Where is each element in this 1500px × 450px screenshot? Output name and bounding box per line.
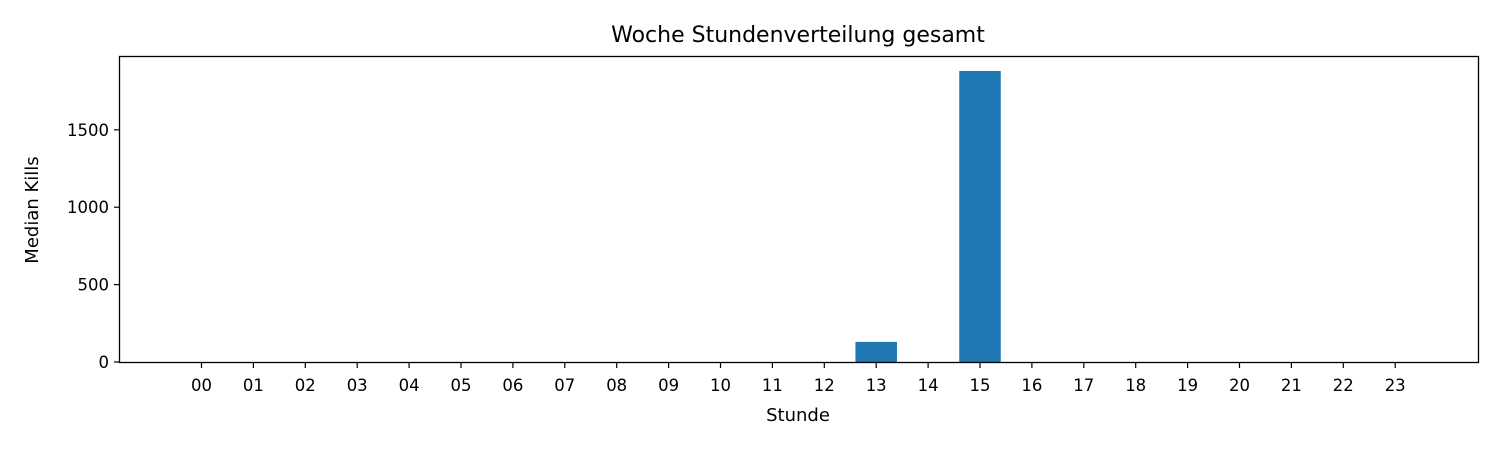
y-axis-ticks: 0 500 1000 1500 [67,121,120,372]
x-tick-label: 13 [866,376,887,395]
x-tick-label: 17 [1073,376,1094,395]
x-tick-label: 06 [502,376,523,395]
x-tick-label: 09 [658,376,679,395]
x-tick-label: 20 [1229,376,1250,395]
x-tick-label: 22 [1333,376,1354,395]
x-tick-label: 12 [814,376,835,395]
x-tick-label: 14 [918,376,939,395]
y-tick-label: 500 [78,276,110,295]
bar-13 [855,341,897,362]
x-tick-label: 00 [191,376,212,395]
x-tick-label: 15 [970,376,991,395]
plot-frame [118,55,1480,364]
x-tick-label: 05 [451,376,472,395]
bar-15 [959,71,1001,362]
x-tick-label: 19 [1177,376,1198,395]
x-axis-label: Stunde [766,405,830,426]
y-tick-label: 1500 [67,121,109,140]
x-tick-label: 02 [295,376,316,395]
x-axis-ticks: 00 01 02 03 04 05 06 07 08 09 10 11 12 13 14 15 16 17 18 19… [191,362,1406,395]
x-tick-label: 07 [554,376,575,395]
y-tick-label: 0 [99,353,110,372]
x-tick-label: 11 [762,376,783,395]
x-tick-label: 18 [1125,376,1146,395]
x-tick-label: 16 [1021,376,1042,395]
x-tick-label: 01 [243,376,264,395]
x-tick-label: 21 [1281,376,1302,395]
x-tick-label: 04 [399,376,420,395]
x-tick-label: 10 [710,376,731,395]
y-tick-label: 1000 [67,198,109,217]
chart-title: Woche Stundenverteilung gesamt [611,23,985,48]
y-axis-label: Median Kills [22,156,43,263]
x-tick-label: 03 [347,376,368,395]
x-tick-label: 08 [606,376,627,395]
x-tick-label: 23 [1385,376,1406,395]
bars [855,71,1001,362]
